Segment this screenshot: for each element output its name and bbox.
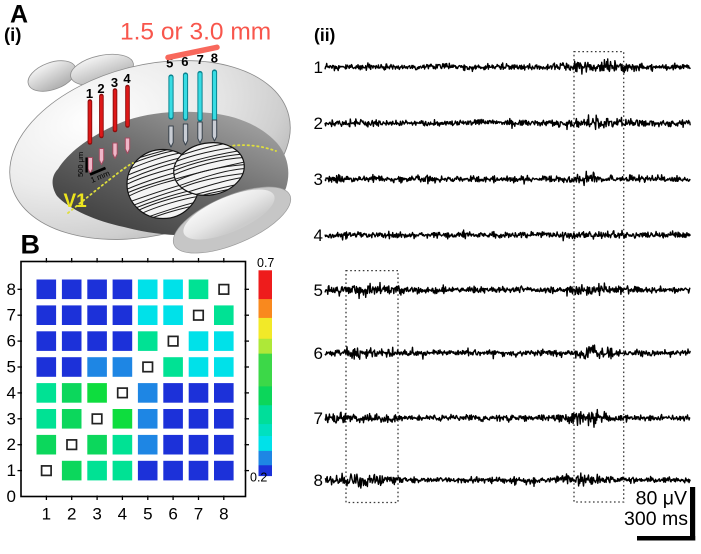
- svg-text:2: 2: [67, 505, 76, 524]
- svg-text:7: 7: [314, 409, 323, 428]
- svg-text:B: B: [21, 230, 41, 260]
- svg-text:5: 5: [166, 56, 173, 71]
- svg-text:1: 1: [7, 461, 16, 480]
- svg-text:8: 8: [314, 471, 323, 490]
- svg-text:2: 2: [7, 435, 16, 454]
- svg-text:A: A: [10, 1, 28, 29]
- svg-text:(ii): (ii): [314, 25, 335, 45]
- svg-text:1: 1: [42, 505, 51, 524]
- svg-text:3: 3: [7, 409, 16, 428]
- svg-text:8: 8: [219, 505, 228, 524]
- svg-text:1: 1: [314, 58, 323, 77]
- svg-text:80 μV: 80 μV: [636, 488, 687, 510]
- svg-text:3: 3: [111, 75, 118, 90]
- svg-text:500 μm: 500 μm: [76, 152, 85, 177]
- svg-text:1: 1: [86, 86, 93, 101]
- svg-text:4: 4: [314, 226, 323, 245]
- svg-text:8: 8: [7, 280, 16, 299]
- svg-text:0: 0: [7, 487, 16, 506]
- svg-text:6: 6: [181, 54, 188, 69]
- svg-text:6: 6: [7, 332, 16, 351]
- svg-text:3: 3: [314, 170, 323, 189]
- svg-text:5: 5: [143, 505, 152, 524]
- svg-text:6: 6: [168, 505, 177, 524]
- svg-text:2: 2: [97, 81, 104, 96]
- svg-text:3: 3: [92, 505, 101, 524]
- svg-text:0.7: 0.7: [257, 256, 274, 270]
- svg-text:4: 4: [118, 505, 127, 524]
- svg-text:7: 7: [197, 52, 204, 67]
- svg-text:0.2: 0.2: [250, 471, 267, 485]
- svg-text:(i): (i): [4, 24, 21, 45]
- svg-text:7: 7: [7, 306, 16, 325]
- svg-text:4: 4: [7, 383, 16, 402]
- svg-text:2: 2: [314, 114, 323, 133]
- svg-text:1.5 or 3.0 mm: 1.5 or 3.0 mm: [120, 19, 271, 46]
- svg-text:8: 8: [211, 51, 218, 66]
- svg-text:5: 5: [314, 281, 323, 300]
- svg-text:300 ms: 300 ms: [624, 508, 688, 530]
- svg-text:V1: V1: [64, 191, 88, 212]
- svg-text:7: 7: [194, 505, 203, 524]
- svg-text:5: 5: [7, 358, 16, 377]
- svg-text:6: 6: [314, 344, 323, 363]
- svg-text:4: 4: [123, 71, 131, 86]
